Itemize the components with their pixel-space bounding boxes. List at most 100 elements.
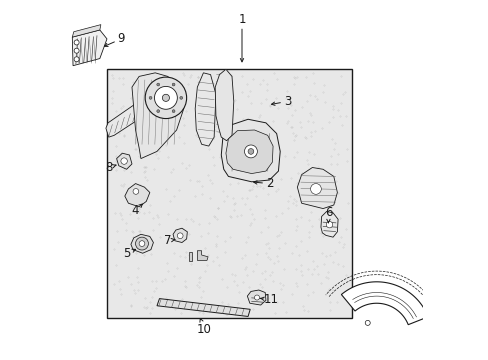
- Circle shape: [180, 96, 183, 99]
- Point: [271, 310, 279, 316]
- Polygon shape: [131, 234, 153, 253]
- Point: [119, 183, 126, 189]
- Point: [182, 108, 189, 113]
- Point: [260, 215, 268, 220]
- Point: [252, 252, 260, 257]
- Bar: [107, 69, 351, 318]
- Point: [256, 183, 264, 189]
- Point: [246, 120, 254, 126]
- Circle shape: [74, 48, 79, 53]
- Point: [112, 167, 120, 173]
- Point: [279, 282, 286, 288]
- Point: [118, 216, 126, 222]
- Point: [181, 283, 189, 289]
- Point: [238, 90, 246, 95]
- Point: [225, 96, 233, 102]
- Point: [308, 189, 316, 195]
- Point: [119, 81, 126, 87]
- Text: 5: 5: [122, 247, 135, 260]
- Point: [268, 118, 276, 123]
- Point: [148, 306, 156, 311]
- Point: [292, 74, 300, 80]
- Point: [276, 280, 284, 286]
- Point: [123, 274, 131, 280]
- Point: [260, 156, 268, 161]
- Point: [296, 124, 304, 130]
- Point: [316, 280, 324, 285]
- Point: [162, 295, 169, 301]
- Point: [278, 210, 285, 216]
- Point: [228, 271, 236, 276]
- Point: [209, 162, 217, 167]
- Point: [131, 201, 139, 207]
- Point: [194, 221, 202, 227]
- Point: [213, 234, 221, 239]
- Point: [141, 164, 149, 170]
- Polygon shape: [320, 211, 337, 237]
- Point: [233, 105, 241, 111]
- Polygon shape: [215, 69, 233, 141]
- Point: [256, 281, 264, 287]
- Circle shape: [74, 57, 79, 62]
- Point: [170, 250, 178, 256]
- Point: [331, 140, 339, 145]
- Point: [264, 191, 271, 197]
- Point: [289, 138, 297, 143]
- Point: [214, 206, 222, 211]
- Point: [122, 228, 129, 233]
- Point: [329, 146, 337, 152]
- Point: [180, 72, 188, 78]
- Point: [305, 149, 312, 155]
- Point: [261, 268, 269, 274]
- Point: [200, 97, 207, 103]
- Point: [291, 243, 299, 248]
- Point: [306, 113, 314, 118]
- Point: [297, 273, 305, 278]
- Point: [160, 125, 168, 130]
- Point: [226, 213, 234, 219]
- Point: [222, 311, 229, 316]
- Text: 4: 4: [132, 204, 142, 217]
- Point: [324, 288, 331, 293]
- Point: [210, 123, 218, 129]
- Point: [207, 79, 215, 85]
- Point: [194, 309, 202, 315]
- Point: [282, 95, 289, 100]
- Point: [219, 164, 226, 170]
- Point: [341, 226, 349, 231]
- Point: [148, 121, 156, 127]
- Point: [314, 164, 322, 170]
- Point: [226, 72, 234, 78]
- Point: [151, 285, 159, 291]
- Point: [244, 284, 252, 290]
- Point: [139, 247, 147, 253]
- Point: [257, 153, 264, 159]
- Point: [205, 131, 213, 137]
- Point: [268, 148, 276, 153]
- Point: [182, 249, 189, 255]
- Point: [117, 212, 124, 218]
- Point: [308, 120, 316, 125]
- Point: [244, 234, 251, 239]
- Point: [312, 96, 320, 102]
- Point: [259, 77, 267, 83]
- Point: [200, 131, 207, 136]
- Point: [197, 183, 205, 189]
- Point: [163, 86, 170, 91]
- Point: [120, 167, 128, 173]
- Point: [179, 114, 187, 120]
- Point: [277, 229, 285, 234]
- Point: [242, 195, 250, 201]
- Point: [238, 138, 245, 144]
- Point: [175, 253, 183, 258]
- Point: [163, 268, 171, 274]
- Point: [257, 100, 264, 106]
- Point: [185, 75, 193, 80]
- Point: [314, 271, 322, 277]
- Circle shape: [133, 189, 139, 194]
- Point: [110, 246, 118, 252]
- Point: [116, 210, 124, 216]
- Point: [258, 271, 265, 276]
- Point: [140, 164, 147, 170]
- Point: [153, 301, 161, 307]
